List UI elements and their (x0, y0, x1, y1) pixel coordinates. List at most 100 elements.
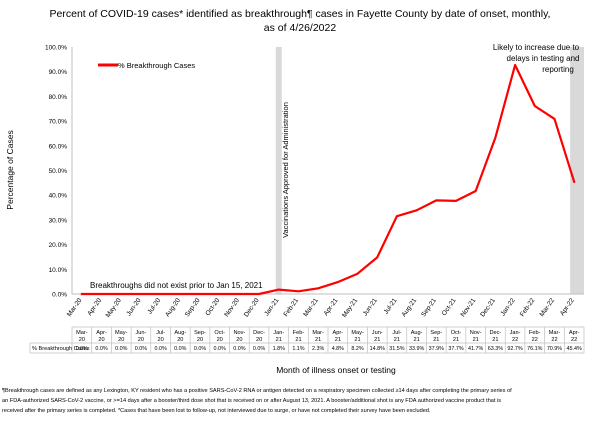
data-point (435, 199, 438, 202)
table-header-month: Nov- (233, 330, 245, 336)
shaded-region-1 (570, 47, 584, 294)
table-header-month: Apr- (96, 330, 107, 336)
data-point (455, 199, 457, 202)
table-value-cell: 1.1% (292, 346, 304, 352)
data-point (336, 281, 339, 284)
legend: % Breakthrough Cases (98, 61, 195, 70)
table-value-cell: 8.2% (351, 346, 363, 352)
table-header-month: Jul- (156, 330, 165, 336)
x-tick-label: Mar-21 (302, 297, 320, 318)
table-header-month: Nov- (470, 330, 482, 336)
y-tick-label: 40.0% (49, 193, 68, 200)
table-header-year: 22 (571, 337, 577, 343)
table-header-year: 21 (413, 337, 419, 343)
axes (71, 47, 584, 295)
table-value-cell: 76.1% (527, 346, 542, 352)
data-table: Mar-20Apr-20May-20Jun-20Jul-20Aug-20Sep-… (29, 326, 585, 354)
data-point (553, 117, 556, 120)
x-tick-label: Apr-20 (86, 297, 103, 317)
table-header-month: Sep- (194, 330, 206, 336)
series (80, 63, 576, 296)
y-tick-label: 20.0% (49, 242, 68, 249)
data-point (494, 136, 497, 139)
table-value-cell: 33.9% (409, 346, 424, 352)
y-tick-label: 70.0% (49, 119, 68, 126)
x-tick-label: Jan-21 (263, 297, 280, 318)
data-point (317, 287, 320, 290)
table-value-cell: 1.8% (273, 346, 285, 352)
table-value-cell: 70.9% (547, 346, 562, 352)
data-point (277, 288, 280, 291)
footnotes: ¶Breakthrough cases are defined as any L… (2, 388, 512, 414)
data-point (199, 293, 201, 295)
table-header-month: Apr- (333, 330, 344, 336)
table-header-year: 21 (295, 337, 301, 343)
table-header-month: Feb- (529, 330, 541, 336)
data-point (573, 180, 576, 183)
table-value-cell: 0.0% (95, 346, 107, 352)
footnote-line-3: received after the primary series is com… (2, 408, 431, 414)
x-tick-label: Feb-21 (283, 297, 301, 318)
data-point (140, 293, 142, 295)
x-tick-label: Apr-21 (323, 297, 340, 317)
vaccination-annotation: Vaccinations Approved for Administration (281, 102, 290, 238)
chart-title-line-1: Percent of COVID-19 cases* identified as… (50, 8, 551, 20)
table-value-cell: 0.0% (154, 346, 166, 352)
table-value-cell: 0.0% (194, 346, 206, 352)
data-point (258, 293, 260, 295)
table-header-year: 20 (177, 337, 183, 343)
x-tick-label: Oct-20 (204, 297, 221, 317)
x-tick-label: Sep-20 (184, 297, 202, 318)
table-header-month: Oct- (451, 330, 462, 336)
table-header-year: 21 (354, 337, 360, 343)
data-point (179, 293, 182, 295)
x-tick-label: Dec-21 (479, 297, 497, 318)
table-header-month: Aug- (411, 330, 423, 336)
series-line-breakthrough (80, 63, 576, 296)
table-header-year: 22 (512, 337, 518, 343)
x-tick-label: Aug-20 (164, 297, 182, 318)
shaded-regions (275, 47, 584, 294)
table-header-month: Sep- (430, 330, 442, 336)
data-point (159, 293, 162, 295)
table-header-month: Jun- (372, 330, 383, 336)
table-value-cell: 92.7% (507, 346, 522, 352)
table-header-year: 21 (374, 337, 380, 343)
table-value-cell: 0.0% (253, 346, 265, 352)
data-point (474, 190, 477, 192)
footnote-line-2: an FDA-authorized SARS-CoV-2 vaccine, or… (2, 398, 501, 404)
y-tick-labels: 0.0% 10.0% 20.0% 30.0% 40.0% 50.0% 60.0% 70.0% 8… (45, 45, 67, 299)
table-header-year: 21 (276, 337, 282, 343)
table-header-month: Mar- (76, 330, 88, 336)
table-value-cell: 63.3% (488, 346, 503, 352)
table-header-month: Mar- (549, 330, 561, 336)
data-point (376, 256, 379, 259)
y-tick-label: 0.0% (52, 292, 67, 299)
table-value-cell: 41.7% (468, 346, 483, 352)
x-tick-label: Feb-22 (519, 297, 537, 318)
data-point (218, 293, 221, 295)
table-header-year: 20 (256, 337, 262, 343)
table-value-cell: 0.0% (233, 346, 245, 352)
table-header-month: Jan- (273, 330, 284, 336)
y-tick-label: 50.0% (49, 168, 68, 175)
x-tick-label: Jan-22 (500, 297, 517, 318)
x-tick-label: Oct-21 (441, 297, 458, 317)
table-header-year: 20 (236, 337, 242, 343)
data-point (297, 290, 300, 293)
table-header-month: May- (351, 330, 364, 336)
x-tick-label: Dec-20 (243, 297, 261, 318)
table-value-cell: 0.0% (135, 346, 147, 352)
x-tick-label: Jun-21 (362, 297, 379, 318)
table-header-month: Jul- (392, 330, 401, 336)
table-value-cell: 37.9% (429, 346, 444, 352)
x-tick-label: May-20 (105, 297, 123, 319)
table-header-month: Dec- (489, 330, 501, 336)
likely-increase-annotation-line-1: Likely to increase due to (493, 43, 580, 52)
table-header-year: 21 (433, 337, 439, 343)
table-header-month: Feb- (293, 330, 305, 336)
table-value-cell: 2.3% (312, 346, 324, 352)
table-header-year: 22 (551, 337, 557, 343)
data-point (238, 293, 241, 295)
